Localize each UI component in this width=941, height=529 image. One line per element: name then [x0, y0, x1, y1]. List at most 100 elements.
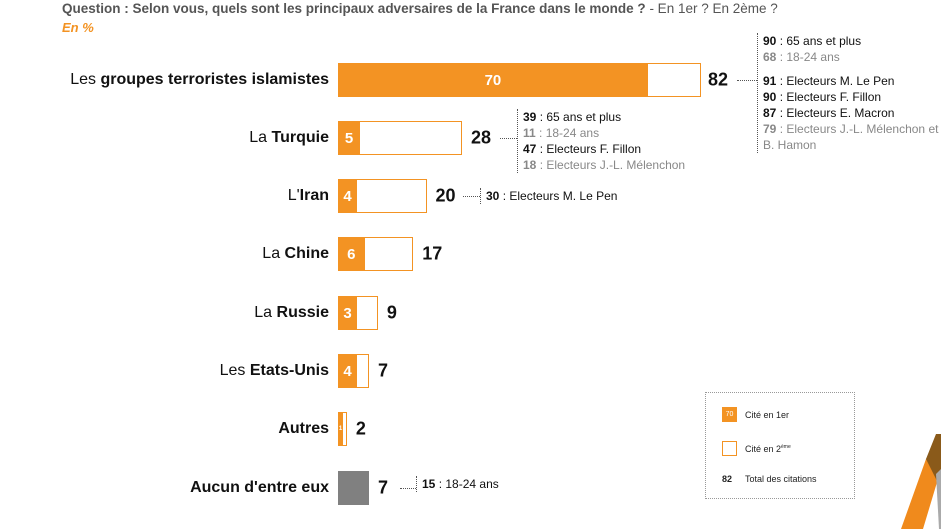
annotation: 90 : 65 ans et plus 68 : 18-24 ans 91 : El… — [757, 33, 938, 153]
total-label: 28 — [470, 127, 491, 148]
annotation-value: 18 — [523, 158, 537, 172]
annotation-line — [763, 65, 938, 73]
annotation-line: B. Hamon — [763, 137, 938, 153]
legend-second-sup: ème — [781, 443, 791, 450]
question: Question : Selon vous, quels sont les pr… — [62, 1, 778, 16]
annotation-line: 87 : Electeurs E. Macron — [763, 106, 895, 120]
annotation-line: 90 : 65 ans et plus — [763, 34, 862, 48]
annotation-line: 91 : Electeurs M. Le Pen — [763, 74, 895, 88]
category-prefix: La — [254, 304, 277, 321]
annotation-value: 15 — [422, 477, 436, 491]
legend-first-label: Cité en 1er — [745, 409, 790, 420]
question-suffix: - En 1er ? En 2ème ? — [649, 1, 778, 16]
bar-none — [338, 471, 369, 505]
annotation-value: 47 — [523, 142, 537, 156]
annotation-value: 11 — [523, 126, 536, 140]
annotation-connector — [463, 196, 480, 197]
annotation-text: Electeurs J.-L. Mélenchon et — [786, 122, 939, 136]
annotation-value: 30 — [486, 189, 500, 203]
category-name: groupes terroristes islamistes — [100, 71, 329, 88]
annotation-connector — [500, 138, 517, 139]
total-label: 2 — [355, 418, 366, 439]
total-label: 9 — [386, 302, 397, 323]
annotation-value: 79 — [763, 122, 777, 136]
unit-label: En % — [62, 20, 94, 35]
legend-second-text: Cité en 2 — [745, 443, 782, 454]
annotation-value: 91 — [763, 74, 777, 88]
legend-first: 70 Cité en 1er — [722, 407, 789, 422]
annotation-text: Electeurs F. Fillon — [786, 90, 882, 104]
bar-first: 70 — [338, 63, 648, 97]
category-name: Iran — [299, 187, 329, 204]
question-text: Question : Selon vous, quels sont les pr… — [62, 1, 646, 16]
category-name: Russie — [276, 304, 329, 321]
annotation-line: 18 : Electeurs J.-L. Mélenchon — [523, 158, 686, 172]
legend-second-label: Cité en 2ème — [745, 444, 791, 454]
legend-total-sample: 82 — [722, 474, 733, 484]
bar-first: 5 — [338, 121, 361, 155]
brand-logo-icon — [901, 434, 941, 529]
annotation-text: Electeurs E. Macron — [786, 106, 895, 120]
category-name: Etats-Unis — [249, 362, 329, 379]
annotation-text: Electeurs M. Le Pen — [509, 189, 618, 203]
annotation-text: 65 ans et plus — [786, 34, 862, 48]
annotation: 15 : 18-24 ans — [416, 476, 499, 492]
category-label: L'Iran — [288, 187, 329, 205]
bar-first: 4 — [338, 179, 357, 213]
annotation-text: Electeurs J.-L. Mélenchon — [546, 158, 686, 172]
legend-total: 82 Total des citations — [722, 474, 817, 484]
category-prefix: L' — [287, 187, 300, 204]
annotation-line: 30 : Electeurs M. Le Pen — [486, 189, 618, 203]
annotation-text: 18-24 ans — [545, 126, 600, 140]
legend: 70 Cité en 1er Cité en 2ème 82 Total des c… — [705, 392, 855, 499]
annotation-value: 87 — [763, 106, 777, 120]
annotation-text: Electeurs M. Le Pen — [786, 74, 895, 88]
legend-second: Cité en 2ème — [722, 441, 791, 456]
category-label: Les Etats-Unis — [220, 362, 329, 380]
annotation-text: B. Hamon — [763, 138, 817, 152]
category-prefix: La — [249, 129, 272, 146]
annotation-text: 18-24 ans — [445, 477, 499, 491]
annotation-value: 68 — [763, 50, 777, 64]
annotation-value: 39 — [523, 110, 537, 124]
category-label: Les groupes terroristes islamistes — [70, 71, 329, 89]
bar-first: 3 — [338, 296, 357, 330]
annotation-line: 79 : Electeurs J.-L. Mélenchon et — [763, 122, 939, 136]
bar-first: 6 — [338, 237, 365, 271]
annotation-line: 39 : 65 ans et plus — [523, 110, 622, 124]
category-name: Chine — [284, 245, 329, 262]
category-prefix: Les — [70, 71, 101, 88]
category-name: Autres — [278, 420, 329, 437]
annotation-value: 90 — [763, 34, 777, 48]
annotation-connector — [737, 80, 757, 81]
category-name: Turquie — [271, 129, 329, 146]
annotation-text: 18-24 ans — [786, 50, 840, 64]
annotation-line: 68 : 18-24 ans — [763, 50, 840, 64]
annotation-connector — [400, 488, 416, 489]
category-label: Autres — [278, 420, 329, 438]
annotation-line: 15 : 18-24 ans — [422, 477, 499, 491]
bar-first: 1 — [338, 412, 343, 446]
annotation: 39 : 65 ans et plus 11 : 18-24 ans 47 : El… — [517, 109, 685, 173]
category-name: Aucun d'entre eux — [190, 479, 329, 496]
category-prefix: Les — [219, 362, 250, 379]
annotation-line: 47 : Electeurs F. Fillon — [523, 142, 642, 156]
total-label: 20 — [435, 185, 456, 206]
legend-second-swatch — [722, 441, 737, 456]
category-label: La Russie — [254, 304, 329, 322]
category-label: La Chine — [262, 245, 329, 263]
category-label: La Turquie — [249, 129, 329, 147]
annotation-value: 90 — [763, 90, 777, 104]
bar-first: 4 — [338, 354, 357, 388]
legend-total-label: Total des citations — [745, 474, 817, 484]
annotation-text: Electeurs F. Fillon — [546, 142, 642, 156]
total-label: 82 — [708, 69, 729, 90]
annotation-text: 65 ans et plus — [546, 110, 622, 124]
total-label: 7 — [377, 360, 388, 381]
annotation-line: 11 : 18-24 ans — [523, 126, 600, 140]
annotation-line: 90 : Electeurs F. Fillon — [763, 90, 882, 104]
annotation: 30 : Electeurs M. Le Pen — [480, 188, 617, 204]
category-prefix: La — [262, 245, 285, 262]
legend-first-swatch: 70 — [722, 407, 737, 422]
category-label: Aucun d'entre eux — [190, 479, 329, 497]
